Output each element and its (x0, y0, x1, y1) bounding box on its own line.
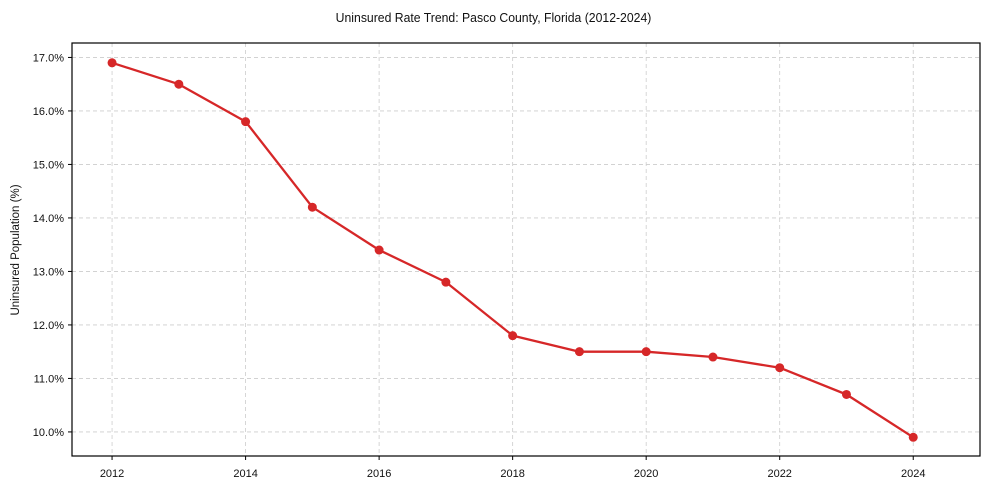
data-point-marker (374, 245, 384, 255)
data-point-marker (107, 58, 117, 68)
x-tick-label: 2018 (500, 468, 524, 480)
data-series (107, 58, 918, 442)
y-axis-label: Uninsured Population (%) (10, 184, 22, 315)
grid-lines (72, 43, 980, 456)
x-tick-label: 2020 (634, 468, 658, 480)
y-tick-label: 11.0% (34, 373, 65, 385)
data-point-marker (574, 347, 584, 357)
y-axis: 10.0% 11.0% 12.0% 13.0% 14.0% 15.0% 16.0% 17.0% (33, 52, 72, 439)
data-point-marker (908, 432, 918, 442)
data-point-marker (307, 202, 317, 212)
y-tick-label: 16.0% (33, 106, 64, 118)
data-point-marker (174, 79, 184, 89)
plot-area-frame (71, 42, 981, 457)
x-tick-label: 2014 (233, 468, 257, 480)
data-point-marker (708, 352, 718, 362)
data-point-marker (841, 389, 851, 399)
y-tick-label: 15.0% (33, 159, 64, 171)
data-point-marker (775, 363, 785, 373)
data-point-marker (641, 347, 651, 357)
x-axis: 2012 2014 2016 2018 2020 2022 2024 (100, 456, 925, 480)
data-point-marker (508, 331, 518, 341)
y-tick-label: 12.0% (33, 320, 64, 332)
y-tick-label: 14.0% (33, 213, 64, 225)
chart-title: Uninsured Rate Trend: Pasco County, Flor… (335, 10, 652, 25)
x-tick-label: 2022 (767, 468, 791, 480)
y-tick-label: 10.0% (33, 427, 64, 439)
x-tick-label: 2024 (901, 468, 925, 480)
y-tick-label: 17.0% (33, 52, 64, 64)
y-tick-label: 13.0% (33, 266, 64, 278)
data-point-marker (241, 117, 251, 127)
x-tick-label: 2012 (100, 468, 124, 480)
x-tick-label: 2016 (367, 468, 391, 480)
data-point-marker (441, 277, 451, 287)
